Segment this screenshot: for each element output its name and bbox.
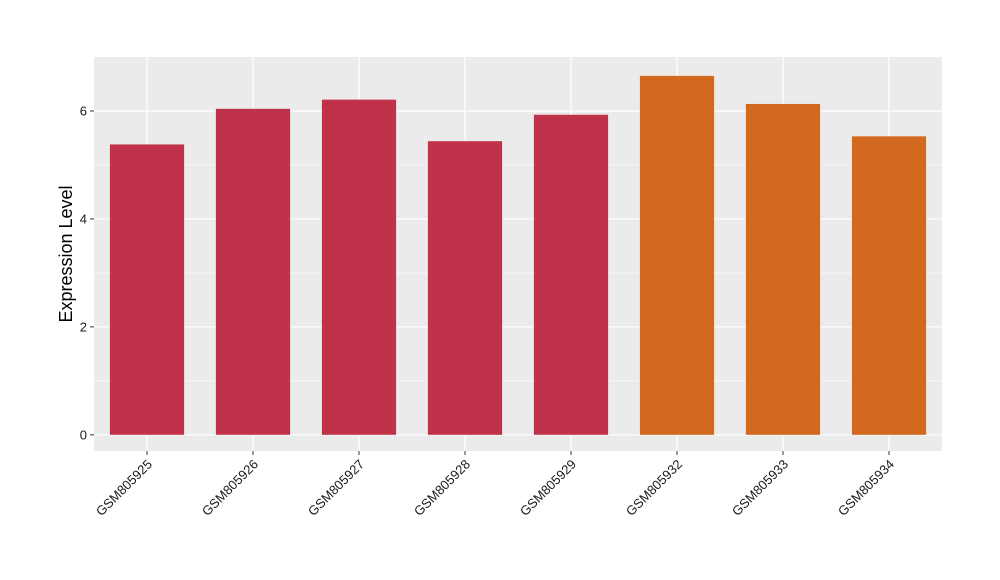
bar-GSM805926 — [215, 108, 291, 435]
x-tick-label: GSM805933 — [729, 457, 791, 519]
x-tick-label: GSM805934 — [835, 457, 897, 519]
x-tick-label: GSM805929 — [517, 457, 579, 519]
y-axis-title: Expression Level — [56, 185, 76, 322]
bar-GSM805927 — [321, 99, 397, 435]
x-axis: GSM805925 GSM805926 GSM805927 GSM805928 GSM8… — [93, 451, 897, 519]
bars — [109, 75, 927, 435]
y-tick-label: 6 — [80, 103, 87, 118]
bar-GSM805925 — [109, 144, 185, 435]
x-tick-label: GSM805927 — [305, 457, 367, 519]
y-axis: 0 2 4 6 — [80, 103, 94, 442]
y-tick-label: 0 — [80, 427, 87, 442]
bar-GSM805929 — [533, 114, 609, 435]
bar-GSM805928 — [427, 141, 503, 435]
bar-GSM805932 — [639, 75, 715, 435]
x-tick-label: GSM805926 — [199, 457, 261, 519]
x-tick-label: GSM805932 — [623, 457, 685, 519]
y-tick-label: 4 — [80, 211, 87, 226]
bar-GSM805934 — [851, 136, 927, 435]
y-tick-label: 2 — [80, 319, 87, 334]
x-tick-label: GSM805928 — [411, 457, 473, 519]
bar-GSM805933 — [745, 103, 821, 435]
x-tick-label: GSM805925 — [93, 457, 155, 519]
